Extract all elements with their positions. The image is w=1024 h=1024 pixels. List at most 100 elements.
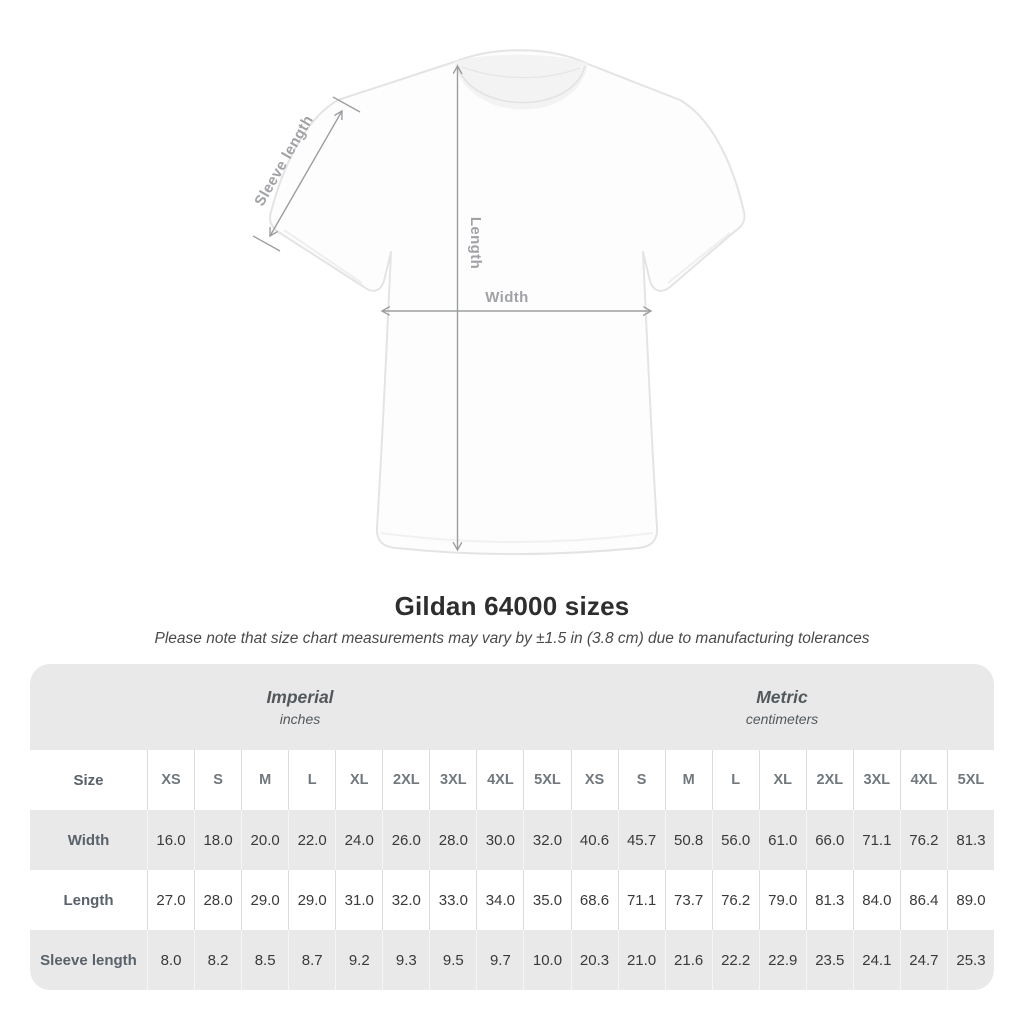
width-imperial-l: 22.0 <box>288 810 335 870</box>
tshirt-body <box>269 49 746 555</box>
width-imperial-2xl: 26.0 <box>382 810 429 870</box>
sleeve-metric-xs: 20.3 <box>570 930 618 990</box>
bottom-hem-seam <box>380 532 654 543</box>
col-header-imperial-5xl: 5XL <box>523 750 570 810</box>
row-label-sleeve-length: Sleeve length <box>40 951 137 969</box>
collar-band-seam <box>456 63 586 104</box>
sleeve-metric-3xl: 24.1 <box>852 930 900 990</box>
length-metric-4xl: 86.4 <box>899 870 947 930</box>
width-metric-l: 56.0 <box>711 810 759 870</box>
width-metric-xl: 61.0 <box>758 810 806 870</box>
length-metric-3xl: 84.0 <box>852 870 900 930</box>
page-title: Gildan 64000 sizes <box>394 591 630 621</box>
unit-system-band: Imperial inches Metric centimeters <box>30 664 994 750</box>
sleeve-metric-xl: 22.9 <box>758 930 806 990</box>
length-metric-m: 73.7 <box>664 870 712 930</box>
length-imperial-5xl: 35.0 <box>523 870 570 930</box>
size-table: Imperial inches Metric centimeters Size … <box>30 664 994 990</box>
col-header-imperial-xl: XL <box>335 750 382 810</box>
col-header-metric-m: M <box>664 750 712 810</box>
sleeve-metric-2xl: 23.5 <box>805 930 853 990</box>
length-metric-2xl: 81.3 <box>805 870 853 930</box>
col-header-imperial-2xl: 2XL <box>382 750 429 810</box>
table-header-row: Size XS S M L XL 2XL 3XL 4XL 5XL XS S M … <box>30 750 994 810</box>
col-header-metric-4xl: 4XL <box>899 750 947 810</box>
row-label-length: Length <box>63 891 114 909</box>
tshirt-graphic: Length Width Sleeve length <box>251 49 746 555</box>
width-imperial-xl: 24.0 <box>335 810 382 870</box>
sleeve-imperial-5xl: 10.0 <box>523 930 570 990</box>
imperial-section-header: Imperial inches <box>30 664 570 750</box>
sleeve-imperial-s: 8.2 <box>194 930 241 990</box>
length-imperial-2xl: 32.0 <box>382 870 429 930</box>
width-imperial-5xl: 32.0 <box>523 810 570 870</box>
sleeve-imperial-3xl: 9.5 <box>429 930 476 990</box>
length-imperial-4xl: 34.0 <box>476 870 523 930</box>
width-imperial-4xl: 30.0 <box>476 810 523 870</box>
col-header-metric-5xl: 5XL <box>946 750 994 810</box>
sleeve-metric-m: 21.6 <box>664 930 712 990</box>
right-sleeve-hem-seam <box>667 232 731 284</box>
sleeve-metric-s: 21.0 <box>617 930 665 990</box>
sleeve-imperial-l: 8.7 <box>288 930 335 990</box>
sleeve-imperial-4xl: 9.7 <box>476 930 523 990</box>
imperial-unit-label: inches <box>279 711 321 727</box>
length-metric-xl: 79.0 <box>758 870 806 930</box>
col-header-metric-l: L <box>711 750 759 810</box>
width-imperial-m: 20.0 <box>241 810 288 870</box>
sleeve-metric-l: 22.2 <box>711 930 759 990</box>
table-row-length: Length 27.0 28.0 29.0 29.0 31.0 32.0 33.… <box>30 870 994 930</box>
col-header-metric-xl: XL <box>758 750 806 810</box>
col-header-metric-3xl: 3XL <box>852 750 900 810</box>
sleeve-metric-4xl: 24.7 <box>899 930 947 990</box>
imperial-label: Imperial <box>266 687 334 707</box>
col-header-metric-xs: XS <box>570 750 618 810</box>
size-column-header: Size <box>73 771 104 789</box>
sleeve-arrow <box>270 111 342 236</box>
length-imperial-l: 29.0 <box>288 870 335 930</box>
sleeve-arrow-tick-top <box>332 96 361 113</box>
metric-unit-label: centimeters <box>745 711 819 727</box>
sleeve-imperial-xs: 8.0 <box>147 930 194 990</box>
col-header-imperial-xs: XS <box>147 750 194 810</box>
width-imperial-s: 18.0 <box>194 810 241 870</box>
width-metric-xs: 40.6 <box>570 810 618 870</box>
col-header-imperial-3xl: 3XL <box>429 750 476 810</box>
col-header-imperial-4xl: 4XL <box>476 750 523 810</box>
row-label-width: Width <box>67 831 110 849</box>
left-sleeve-hem-seam <box>283 229 363 284</box>
width-metric-2xl: 66.0 <box>805 810 853 870</box>
width-imperial-3xl: 28.0 <box>429 810 476 870</box>
length-imperial-m: 29.0 <box>241 870 288 930</box>
tolerance-note: Please note that size chart measurements… <box>154 630 870 647</box>
col-header-metric-2xl: 2XL <box>805 750 853 810</box>
sleeve-imperial-2xl: 9.3 <box>382 930 429 990</box>
length-metric-s: 71.1 <box>617 870 665 930</box>
back-collar-seam <box>461 66 581 79</box>
col-header-metric-s: S <box>617 750 665 810</box>
sleeve-metric-5xl: 25.3 <box>946 930 994 990</box>
col-header-imperial-l: L <box>288 750 335 810</box>
length-imperial-3xl: 33.0 <box>429 870 476 930</box>
sleeve-imperial-xl: 9.2 <box>335 930 382 990</box>
length-metric-l: 76.2 <box>711 870 759 930</box>
length-imperial-xs: 27.0 <box>147 870 194 930</box>
metric-section-header: Metric centimeters <box>570 664 994 750</box>
width-imperial-xs: 16.0 <box>147 810 194 870</box>
width-metric-m: 50.8 <box>664 810 712 870</box>
sleeve-imperial-m: 8.5 <box>241 930 288 990</box>
width-metric-4xl: 76.2 <box>899 810 947 870</box>
table-row-sleeve-length: Sleeve length 8.0 8.2 8.5 8.7 9.2 9.3 9.… <box>30 930 994 990</box>
length-imperial-s: 28.0 <box>194 870 241 930</box>
width-metric-s: 45.7 <box>617 810 665 870</box>
col-header-imperial-m: M <box>241 750 288 810</box>
sleeve-arrow-tick-bottom <box>252 235 281 252</box>
tshirt-measurement-diagram: Length Width Sleeve length <box>251 49 746 555</box>
length-arrow-label: Length <box>467 217 484 269</box>
col-header-imperial-s: S <box>194 750 241 810</box>
width-metric-3xl: 71.1 <box>852 810 900 870</box>
width-metric-5xl: 81.3 <box>946 810 994 870</box>
length-metric-xs: 68.6 <box>570 870 618 930</box>
length-imperial-xl: 31.0 <box>335 870 382 930</box>
width-arrow-label: Width <box>485 289 529 306</box>
